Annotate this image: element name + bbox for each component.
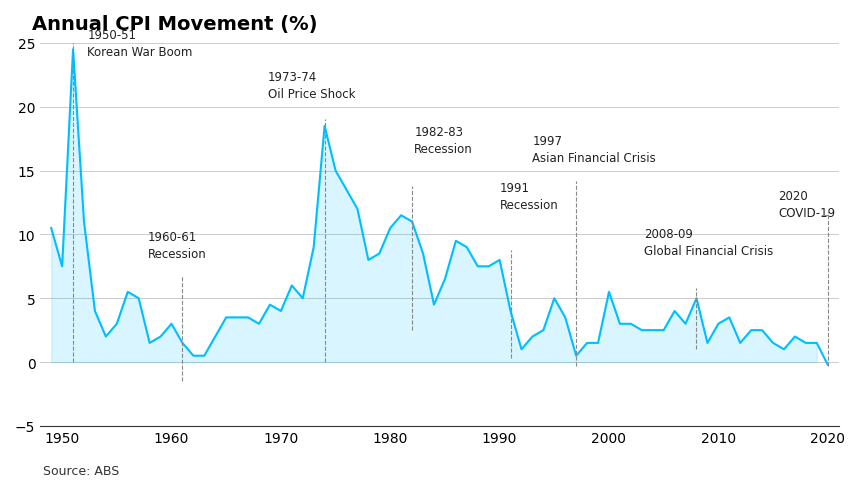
Text: Annual CPI Movement (%): Annual CPI Movement (%) bbox=[32, 15, 318, 34]
Text: 1997
Asian Financial Crisis: 1997 Asian Financial Crisis bbox=[532, 135, 655, 165]
Text: 1950-51
Korean War Boom: 1950-51 Korean War Boom bbox=[87, 29, 192, 59]
Text: 2008-09
Global Financial Crisis: 2008-09 Global Financial Crisis bbox=[643, 228, 772, 258]
Text: Source: ABS: Source: ABS bbox=[43, 464, 119, 477]
Text: 1973-74
Oil Price Shock: 1973-74 Oil Price Shock bbox=[268, 71, 355, 101]
Text: 2020
COVID-19: 2020 COVID-19 bbox=[777, 190, 834, 220]
Text: 1982-83
Recession: 1982-83 Recession bbox=[414, 126, 473, 156]
Text: 1960-61
Recession: 1960-61 Recession bbox=[147, 230, 206, 260]
Text: 1991
Recession: 1991 Recession bbox=[499, 182, 558, 212]
